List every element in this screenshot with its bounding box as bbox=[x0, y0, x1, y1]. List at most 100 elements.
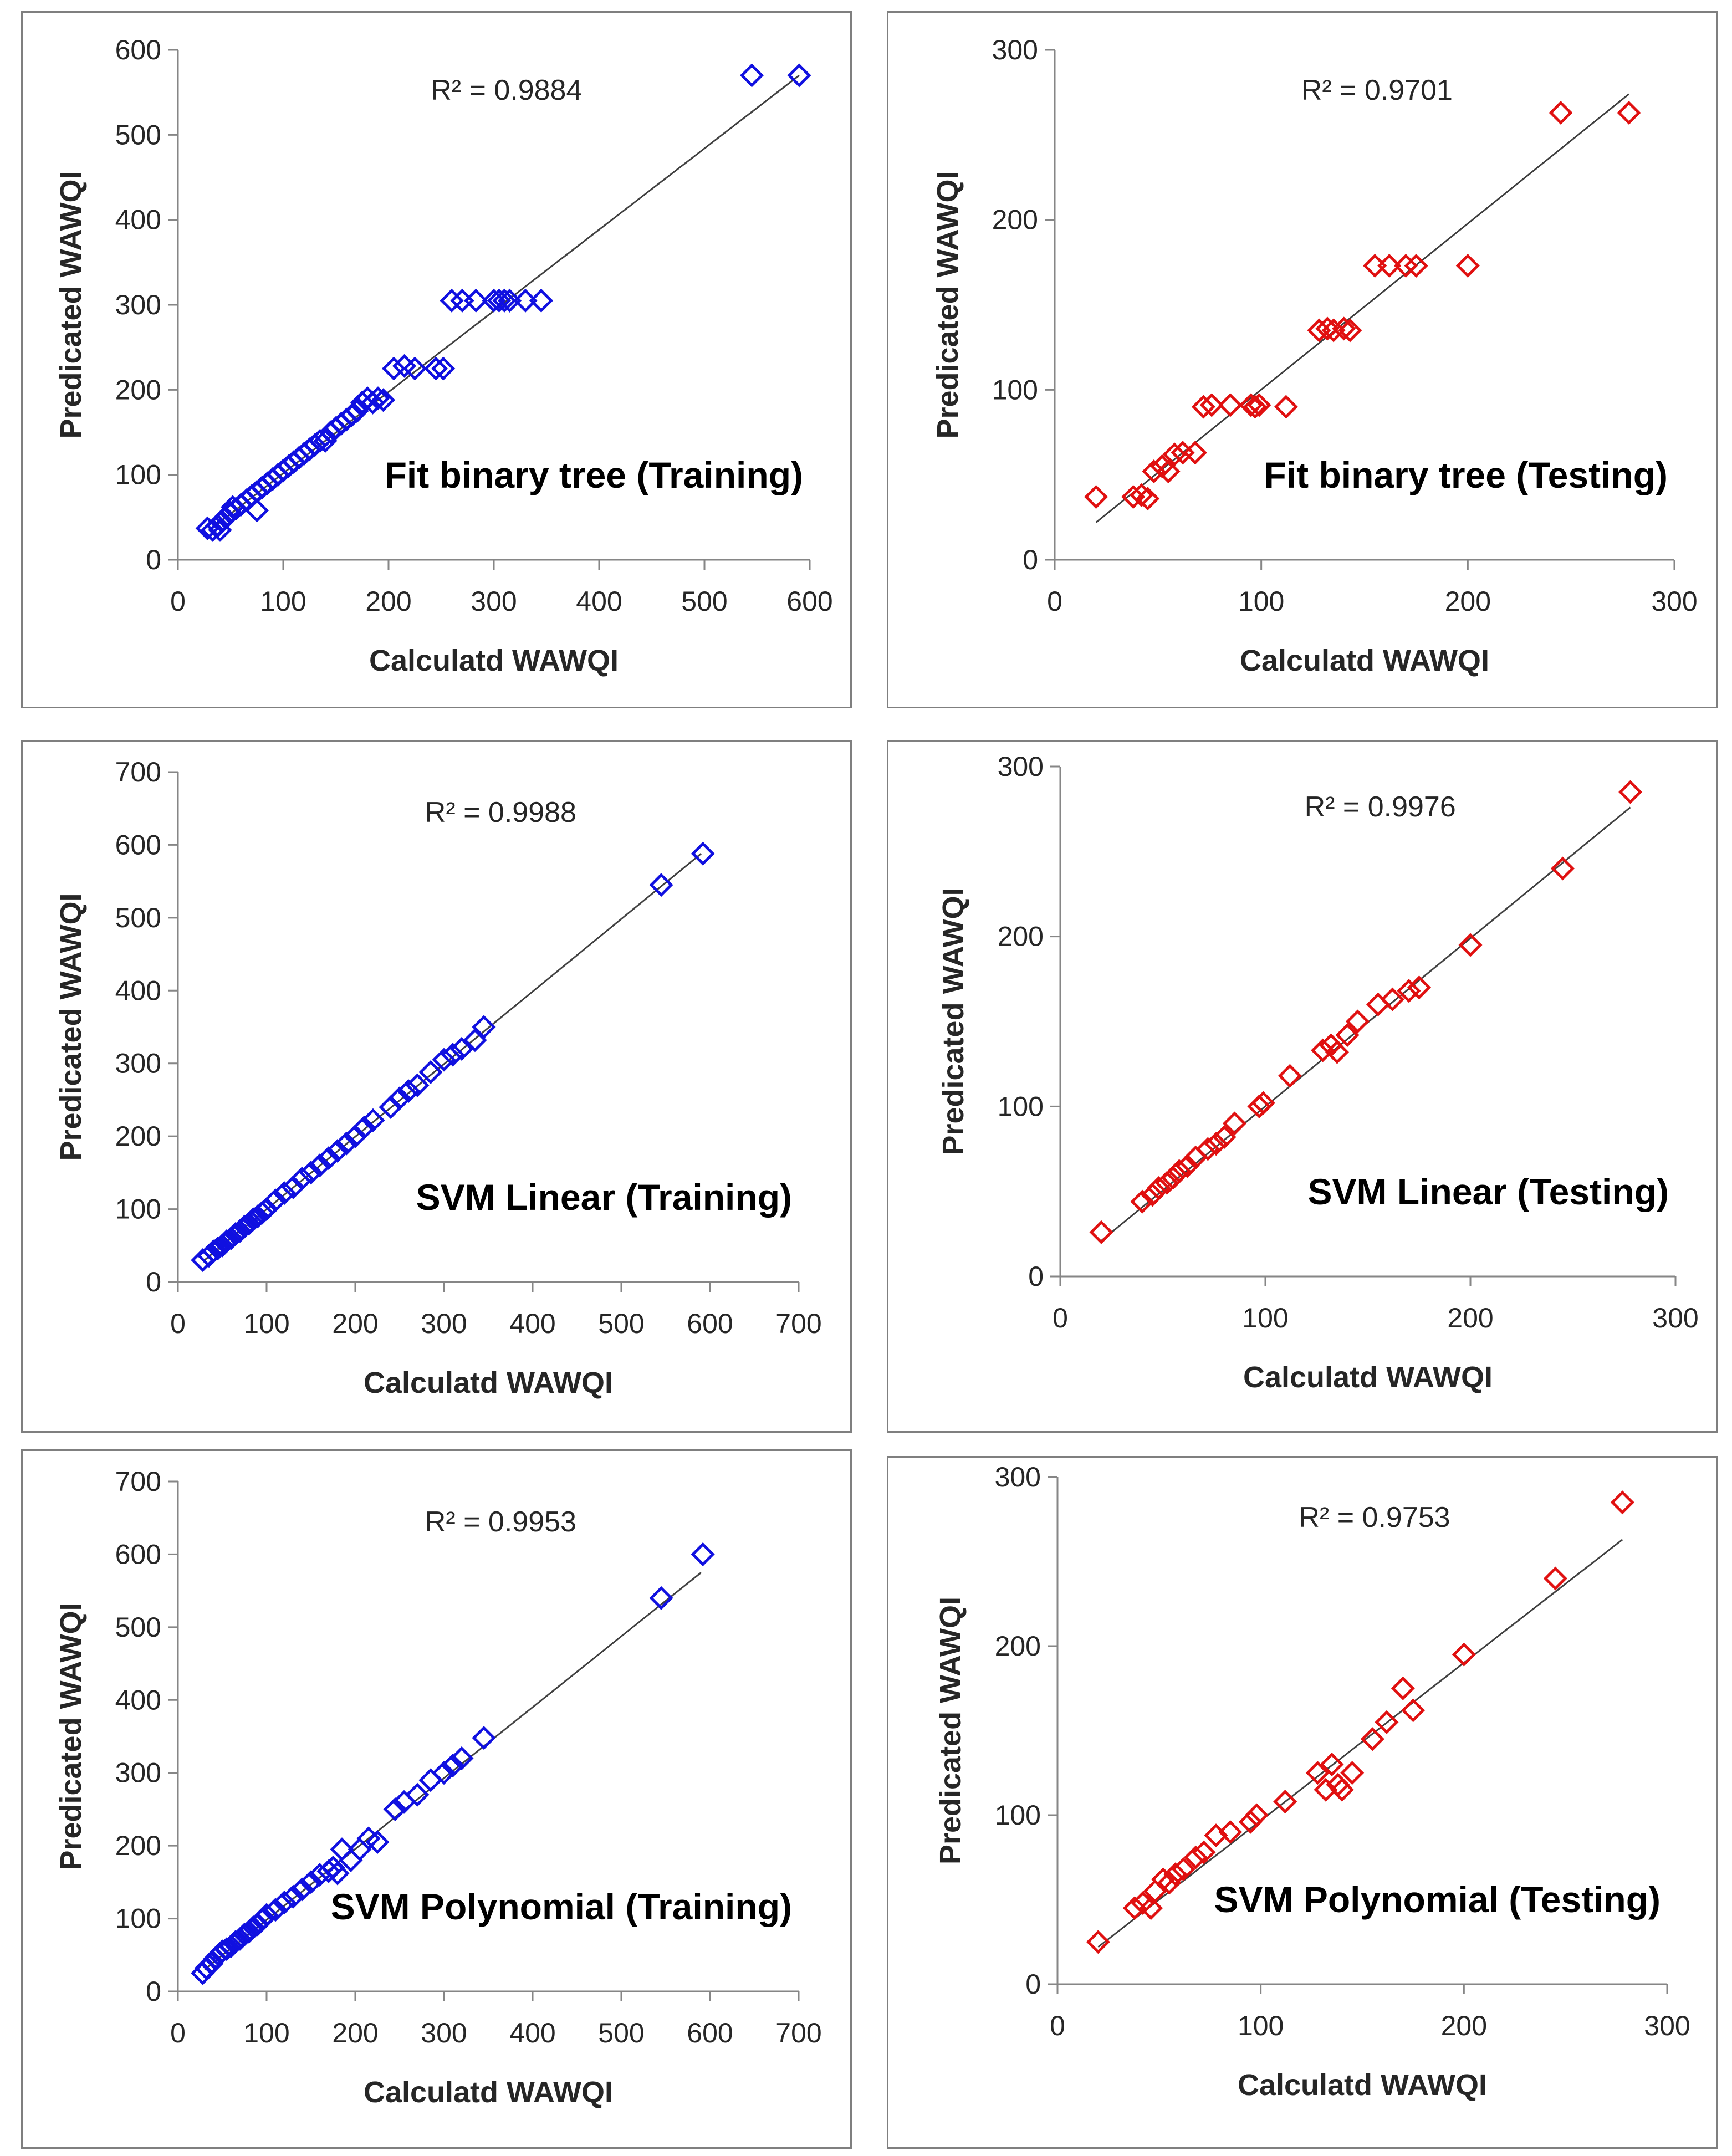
data-point bbox=[1171, 1857, 1195, 1882]
data-point bbox=[272, 1891, 297, 1915]
data-point bbox=[197, 1244, 221, 1268]
data-point bbox=[371, 388, 396, 412]
data-point bbox=[290, 1877, 314, 1902]
data-point bbox=[497, 288, 522, 313]
data-point bbox=[325, 1861, 350, 1886]
data-point bbox=[1455, 253, 1480, 278]
data-point bbox=[1340, 1761, 1365, 1785]
data-point bbox=[387, 1086, 412, 1111]
data-point bbox=[1314, 1777, 1338, 1802]
y-tick-label: 400 bbox=[115, 205, 161, 236]
data-point bbox=[360, 390, 385, 415]
data-point bbox=[250, 1908, 274, 1932]
data-point bbox=[219, 1934, 243, 1959]
data-point bbox=[1360, 1727, 1384, 1751]
data-point bbox=[316, 1146, 341, 1171]
data-point bbox=[1543, 1566, 1567, 1591]
x-tick-label: 500 bbox=[598, 1308, 644, 1339]
x-axis-title: Calculatd WAWQI bbox=[364, 1366, 613, 1399]
data-point bbox=[1345, 1009, 1370, 1034]
data-point bbox=[739, 63, 764, 88]
data-point bbox=[1325, 1040, 1350, 1064]
data-point bbox=[299, 1870, 323, 1894]
data-point bbox=[1458, 933, 1483, 957]
data-point bbox=[1136, 487, 1160, 511]
y-tick-label: 100 bbox=[995, 1800, 1041, 1831]
data-point bbox=[365, 1830, 390, 1854]
x-tick-label: 300 bbox=[1651, 586, 1697, 617]
y-tick-label: 500 bbox=[115, 119, 161, 150]
trendline bbox=[209, 74, 800, 531]
data-point bbox=[1156, 459, 1181, 484]
chart-svml-training: 0 100 200 300 400 500 600 700 0 100 200 300 400 500 60… bbox=[54, 757, 822, 1399]
x-tick-label: 700 bbox=[775, 1308, 821, 1339]
y-axis-title: Predicated WAWQI bbox=[54, 171, 88, 438]
y-tick-label: 200 bbox=[998, 921, 1044, 952]
data-point bbox=[1175, 1154, 1199, 1178]
y-axis-title: Predicated WAWQI bbox=[937, 887, 970, 1155]
model-label: Fit binary tree (Training) bbox=[385, 454, 803, 495]
data-point bbox=[345, 399, 369, 423]
data-point bbox=[237, 1919, 261, 1944]
y-tick-label: 700 bbox=[115, 1466, 161, 1497]
data-point bbox=[1167, 1159, 1192, 1183]
data-point bbox=[1084, 484, 1108, 509]
data-point bbox=[1363, 253, 1387, 278]
data-point bbox=[1251, 1091, 1275, 1115]
x-tick-label: 0 bbox=[170, 2017, 186, 2048]
data-point bbox=[299, 1161, 323, 1185]
data-point bbox=[303, 433, 327, 457]
data-point bbox=[381, 356, 406, 381]
data-point bbox=[281, 1884, 305, 1909]
data-point bbox=[1151, 1867, 1176, 1892]
y-tick-label: 700 bbox=[115, 757, 161, 788]
y-tick-label: 400 bbox=[115, 1684, 161, 1715]
data-point bbox=[472, 1015, 496, 1039]
data-point bbox=[1238, 1810, 1263, 1834]
data-point bbox=[487, 288, 512, 313]
data-point bbox=[1407, 975, 1432, 1000]
y-tick-label: 300 bbox=[998, 751, 1044, 782]
y-tick-label: 300 bbox=[115, 1758, 161, 1789]
y-tick-label: 300 bbox=[995, 1462, 1041, 1493]
data-point bbox=[1183, 441, 1207, 465]
x-tick-label: 0 bbox=[170, 586, 186, 617]
x-tick-label: 400 bbox=[576, 586, 622, 617]
data-point bbox=[1199, 393, 1224, 417]
y-axis-title: Predicated WAWQI bbox=[934, 1597, 967, 1864]
data-point bbox=[1130, 1189, 1154, 1214]
data-point bbox=[1391, 1676, 1415, 1700]
x-axis-title: Calculatd WAWQI bbox=[364, 2076, 613, 2109]
data-point bbox=[228, 1927, 252, 1951]
data-point bbox=[1278, 1064, 1302, 1088]
data-point bbox=[1375, 1710, 1399, 1734]
x-tick-label: 200 bbox=[332, 2017, 378, 2048]
data-point bbox=[1380, 987, 1404, 1011]
r-squared-label: R² = 0.9884 bbox=[431, 74, 582, 106]
y-tick-label: 200 bbox=[115, 374, 161, 405]
x-tick-label: 600 bbox=[687, 2017, 733, 2048]
data-point bbox=[1335, 1023, 1360, 1048]
chart-panel-fbt-training: 0 100 200 300 400 500 600 0 100 200 300 400 500 600 Ca… bbox=[21, 11, 852, 708]
x-tick-label: 200 bbox=[1447, 1302, 1493, 1334]
data-point bbox=[405, 1782, 430, 1807]
x-tick-label: 500 bbox=[681, 586, 727, 617]
data-point bbox=[482, 288, 506, 313]
data-point bbox=[263, 1898, 288, 1922]
y-axis-title: Predicated WAWQI bbox=[931, 171, 964, 438]
data-point bbox=[492, 288, 517, 313]
y-tick-label: 600 bbox=[115, 34, 161, 65]
x-tick-label: 300 bbox=[421, 2017, 467, 2048]
y-tick-label: 100 bbox=[115, 1194, 161, 1225]
model-label: SVM Linear (Training) bbox=[416, 1177, 792, 1218]
chart-panel-svmp-training: 0 100 200 300 400 500 600 700 0 100 200 300 400 500 60… bbox=[21, 1449, 852, 2149]
x-axis-title: Calculatd WAWQI bbox=[1243, 1361, 1493, 1394]
r-squared-label: R² = 0.9753 bbox=[1299, 1501, 1450, 1534]
y-tick-label: 200 bbox=[115, 1830, 161, 1861]
data-point bbox=[339, 403, 364, 427]
x-tick-label: 100 bbox=[243, 2017, 289, 2048]
data-point bbox=[432, 1761, 456, 1785]
x-tick-label: 0 bbox=[1047, 586, 1062, 617]
data-point bbox=[1163, 1862, 1188, 1887]
data-point bbox=[418, 1060, 443, 1085]
